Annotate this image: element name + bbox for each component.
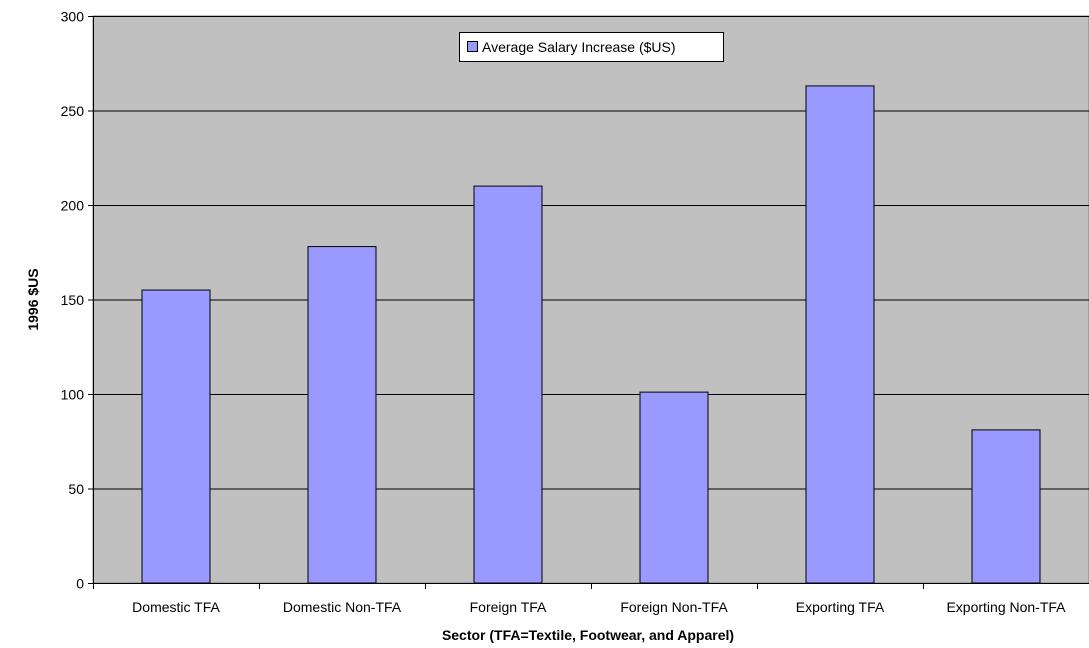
x-tick-label: Foreign TFA xyxy=(470,599,547,615)
legend-swatch xyxy=(467,41,478,52)
x-tick-label: Exporting TFA xyxy=(796,599,885,615)
bar xyxy=(307,246,377,584)
legend: Average Salary Increase ($US) xyxy=(459,32,724,62)
bar xyxy=(639,391,709,584)
legend-label: Average Salary Increase ($US) xyxy=(482,39,676,55)
y-tick-label: 0 xyxy=(76,576,84,592)
x-axis: Domestic TFA Domestic Non-TFA Foreign TFA F… xyxy=(93,583,1089,615)
bar xyxy=(141,289,211,584)
bar xyxy=(473,185,543,584)
y-tick-label: 150 xyxy=(61,292,85,308)
bar xyxy=(805,85,875,584)
y-tick-label: 250 xyxy=(61,103,85,119)
bar xyxy=(971,429,1041,584)
y-tick-label: 50 xyxy=(68,481,84,497)
x-tick-label: Foreign Non-TFA xyxy=(620,599,728,615)
y-tick-label: 100 xyxy=(61,387,85,403)
x-tick-label: Domestic Non-TFA xyxy=(283,599,402,615)
x-tick-label: Exporting Non-TFA xyxy=(946,599,1066,615)
y-tick-label: 200 xyxy=(61,198,85,214)
y-axis-title: 1996 $US xyxy=(25,268,41,330)
legend-box xyxy=(459,32,724,62)
gridlines xyxy=(93,16,1089,490)
x-axis-title: Sector (TFA=Textile, Footwear, and Appar… xyxy=(442,627,734,643)
x-tick-label: Domestic TFA xyxy=(132,599,220,615)
y-axis: 0 50 100 150 200 250 300 xyxy=(61,9,94,592)
y-tick-label: 300 xyxy=(61,9,85,25)
